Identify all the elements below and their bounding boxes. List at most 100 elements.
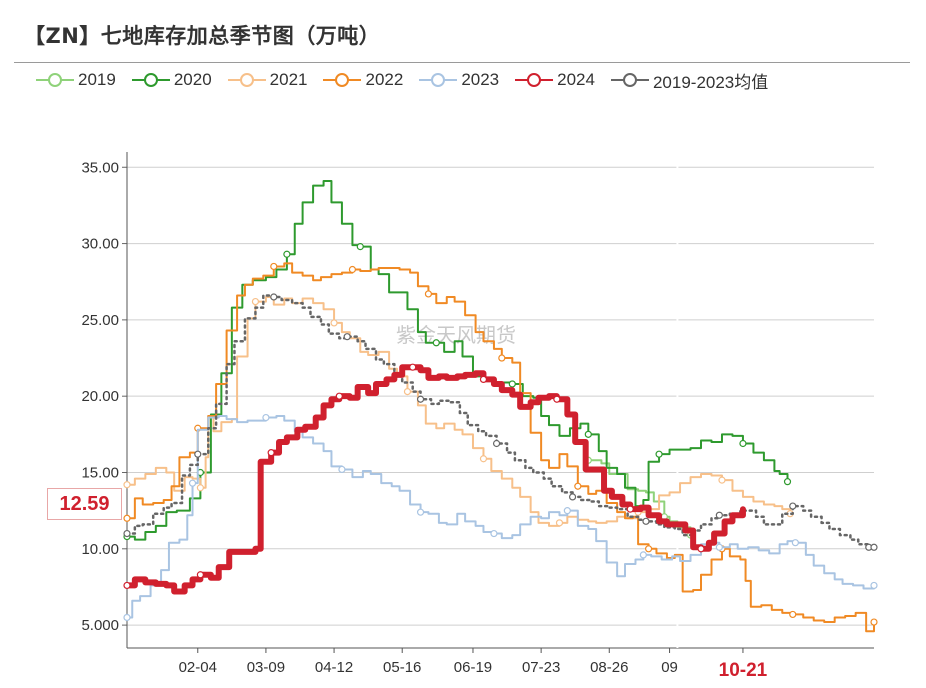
- y-tick-label: 15.00: [81, 464, 119, 481]
- legend-label: 2022: [365, 70, 404, 89]
- data-point: [718, 476, 726, 484]
- series-2023[interactable]: [123, 413, 878, 622]
- data-point: [870, 581, 878, 590]
- data-point: [655, 450, 663, 458]
- data-point: [196, 484, 204, 492]
- data-point: [644, 545, 653, 553]
- chart-title: 【ZN】七地库存加总季节图（万吨）: [24, 24, 381, 48]
- series-line: [124, 364, 746, 595]
- data-point: [783, 478, 792, 486]
- data-point: [870, 543, 878, 551]
- data-point: [563, 507, 571, 515]
- data-point: [267, 449, 275, 457]
- data-point: [194, 450, 202, 458]
- series-2020[interactable]: [123, 179, 792, 541]
- data-point: [432, 339, 440, 347]
- data-point: [697, 545, 705, 553]
- data-point: [343, 333, 351, 341]
- series-2022[interactable]: [123, 262, 878, 633]
- data-point: [626, 505, 634, 513]
- data-point: [553, 395, 561, 403]
- data-point: [335, 392, 343, 400]
- data-point: [338, 465, 346, 474]
- chart-legend: 2019 2020 2021 2022 2023 2024 2019-2023均值: [34, 68, 782, 92]
- x-tick-label: 04-12: [315, 659, 353, 676]
- data-point: [574, 482, 582, 490]
- legend-item-2022[interactable]: 2022: [321, 70, 403, 90]
- data-point: [739, 439, 747, 448]
- data-point: [330, 319, 338, 327]
- data-point: [479, 455, 488, 463]
- legend-label: 2024: [557, 70, 595, 89]
- watermark: 紫金天风期货: [396, 324, 516, 347]
- data-point: [196, 571, 204, 579]
- data-point: [283, 250, 291, 258]
- x-tick-label: 03-09: [247, 659, 285, 676]
- x-tick-label: 08-26: [590, 659, 628, 676]
- data-point: [791, 539, 799, 547]
- data-point: [498, 354, 506, 362]
- series-2021[interactable]: [123, 295, 794, 527]
- data-point: [479, 375, 488, 383]
- latest-value-badge: 12.59: [47, 488, 122, 520]
- data-point: [123, 514, 131, 522]
- data-point: [262, 413, 270, 422]
- legend-swatch-icon: [419, 73, 458, 87]
- x-tick-label: 07-23: [522, 659, 560, 676]
- data-point: [348, 265, 357, 274]
- legend-item-2019[interactable]: 2019: [34, 70, 116, 90]
- legend-item-2023[interactable]: 2023: [417, 70, 499, 90]
- x-tick-label: 05-16: [383, 659, 421, 676]
- legend-swatch-icon: [610, 73, 649, 87]
- legend-swatch-icon: [227, 73, 266, 87]
- legend-item-2020[interactable]: 2020: [130, 70, 212, 90]
- legend-label: 2020: [173, 70, 212, 89]
- series-line: [126, 415, 875, 619]
- data-point: [123, 581, 131, 590]
- data-point: [251, 297, 260, 306]
- legend-swatch-icon: [515, 73, 554, 87]
- data-point: [789, 502, 797, 510]
- legend-label: 2023: [461, 70, 500, 89]
- series-line: [126, 295, 792, 527]
- data-point: [424, 290, 433, 298]
- series-line: [126, 179, 789, 541]
- x-tick-label: 09: [661, 659, 678, 676]
- legend-swatch-icon: [323, 73, 362, 87]
- legend-item-2021[interactable]: 2021: [226, 70, 308, 90]
- data-point: [870, 618, 878, 626]
- data-point: [123, 481, 131, 489]
- legend-label: 2019: [78, 70, 116, 89]
- data-point: [409, 363, 417, 371]
- data-point: [490, 529, 498, 538]
- y-tick-label: 5.000: [81, 617, 119, 634]
- data-point: [403, 388, 412, 396]
- data-point: [568, 493, 577, 501]
- legend-label: 2019-2023均值: [652, 72, 769, 92]
- legend-label: 2021: [269, 70, 308, 89]
- data-point: [508, 380, 516, 388]
- data-point: [188, 479, 197, 487]
- legend-swatch-icon: [36, 73, 74, 87]
- data-point: [555, 519, 564, 527]
- data-point: [356, 243, 364, 251]
- legend-swatch-icon: [131, 73, 170, 87]
- data-point: [639, 551, 647, 559]
- y-tick-label: 35.00: [81, 159, 119, 176]
- legend-item-2019-2023均值[interactable]: 2019-2023均值: [609, 68, 768, 93]
- data-point: [642, 517, 650, 525]
- data-point: [416, 395, 425, 403]
- data-point: [789, 610, 797, 619]
- legend-item-2024[interactable]: 2024: [513, 70, 595, 90]
- data-point: [270, 262, 278, 271]
- y-tick-label: 30.00: [81, 236, 119, 253]
- data-point: [715, 543, 723, 551]
- y-tick-label: 10.00: [81, 541, 119, 558]
- series-2024[interactable]: [123, 363, 746, 595]
- data-point: [492, 439, 501, 448]
- data-point: [123, 529, 131, 538]
- data-point: [584, 430, 592, 438]
- data-point: [416, 508, 425, 516]
- x-tick-label: 02-04: [179, 659, 217, 676]
